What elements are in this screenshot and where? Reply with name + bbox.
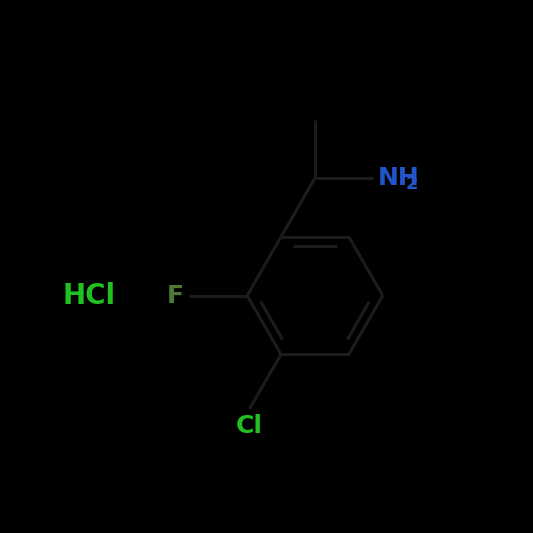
Text: NH: NH (378, 166, 419, 190)
Text: Cl: Cl (236, 414, 263, 438)
Text: HCl: HCl (63, 281, 116, 310)
Text: 2: 2 (406, 175, 418, 193)
Text: F: F (167, 284, 184, 308)
